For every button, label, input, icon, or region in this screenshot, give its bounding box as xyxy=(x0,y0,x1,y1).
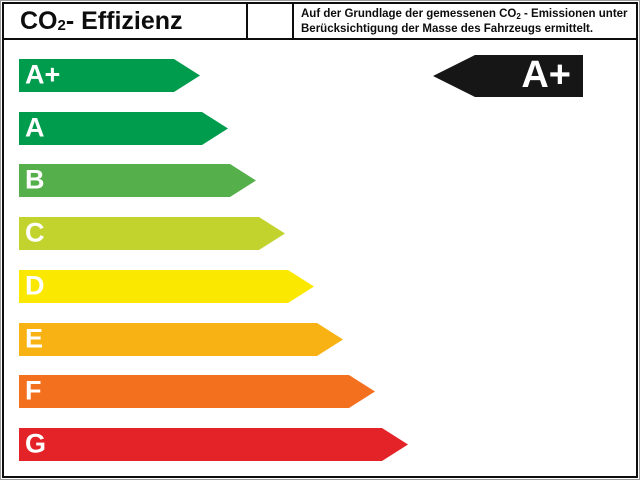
note-line-2: Berücksichtigung der Masse des Fahrzeugs… xyxy=(301,22,594,35)
class-letter: D xyxy=(25,270,45,301)
vehicle-rating-arrow: A+ xyxy=(433,55,583,97)
header-spacer xyxy=(248,4,294,40)
rating-value: A+ xyxy=(521,54,571,96)
class-letter: C xyxy=(25,217,45,248)
efficiency-arrow-a-plus: A+ xyxy=(19,59,200,92)
efficiency-arrow-f: F xyxy=(19,375,375,408)
class-letter: F xyxy=(25,375,42,406)
title-suffix: - Effizienz xyxy=(65,6,183,35)
efficiency-scale: A+ A+ A B C D E F G xyxy=(4,4,636,476)
efficiency-arrow-b: B xyxy=(19,164,256,197)
efficiency-arrow-d: D xyxy=(19,270,314,303)
title-text: CO xyxy=(20,6,58,35)
efficiency-arrow-g: G xyxy=(19,428,408,461)
class-letter: E xyxy=(25,323,44,354)
efficiency-arrow-e: E xyxy=(19,323,343,356)
class-letter: A+ xyxy=(25,59,61,90)
efficiency-arrow-c: C xyxy=(19,217,285,250)
class-letter: G xyxy=(25,428,47,459)
measurement-note: Auf der Grundlage der gemessenen CO2 - E… xyxy=(294,4,636,40)
note-subscript: 2 xyxy=(516,12,521,21)
note-line-1: Auf der Grundlage der gemessenen CO2 - E… xyxy=(301,8,628,21)
class-letter: A xyxy=(25,112,45,143)
page-title: CO 2 - Effizienz xyxy=(4,4,248,40)
efficiency-arrow-a: A xyxy=(19,112,228,145)
class-letter: B xyxy=(25,164,45,195)
